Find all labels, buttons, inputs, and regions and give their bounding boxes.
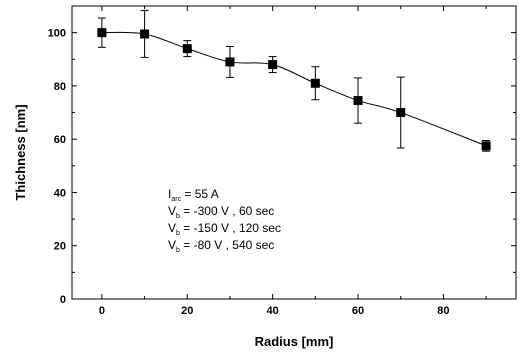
x-tick-label: 20 [181, 305, 193, 317]
data-point [182, 44, 192, 54]
annotation-line: Vb = -150 V , 120 sec [168, 221, 281, 237]
x-axis-title: Radius [mm] [255, 334, 334, 349]
x-tick-label: 80 [437, 305, 449, 317]
annotation-line: Vb = -300 V , 60 sec [168, 204, 274, 220]
y-tick-label: 20 [54, 241, 66, 253]
y-tick-label: 100 [48, 28, 66, 40]
data-point [225, 57, 235, 67]
y-tick-label: 0 [60, 294, 66, 306]
data-point [481, 141, 491, 151]
x-tick-label: 40 [267, 305, 279, 317]
x-tick-label: 60 [352, 305, 364, 317]
annotation-line: Iarc = 55 A [168, 187, 219, 203]
data-point [353, 96, 363, 106]
data-point [97, 28, 107, 38]
y-tick-label: 80 [54, 81, 66, 93]
fit-line [101, 31, 487, 147]
data-point [140, 29, 150, 39]
y-tick-label: 60 [54, 134, 66, 146]
ticks: 0 20 40 60 80 0 20 40 60 80 100 [48, 5, 516, 317]
y-tick-label: 40 [54, 187, 66, 199]
y-axis-title: Thichness [nm] [13, 104, 28, 200]
plot-frame [71, 5, 517, 300]
error-bars [97, 10, 491, 152]
data-point [268, 60, 278, 70]
axes [71, 5, 517, 300]
data-markers [97, 28, 491, 151]
fit-curve [101, 31, 487, 147]
x-tick-label: 0 [99, 305, 105, 317]
data-point [310, 78, 320, 88]
data-point [396, 108, 406, 118]
annotation-line: Vb = -80 V , 540 sec [168, 238, 274, 254]
